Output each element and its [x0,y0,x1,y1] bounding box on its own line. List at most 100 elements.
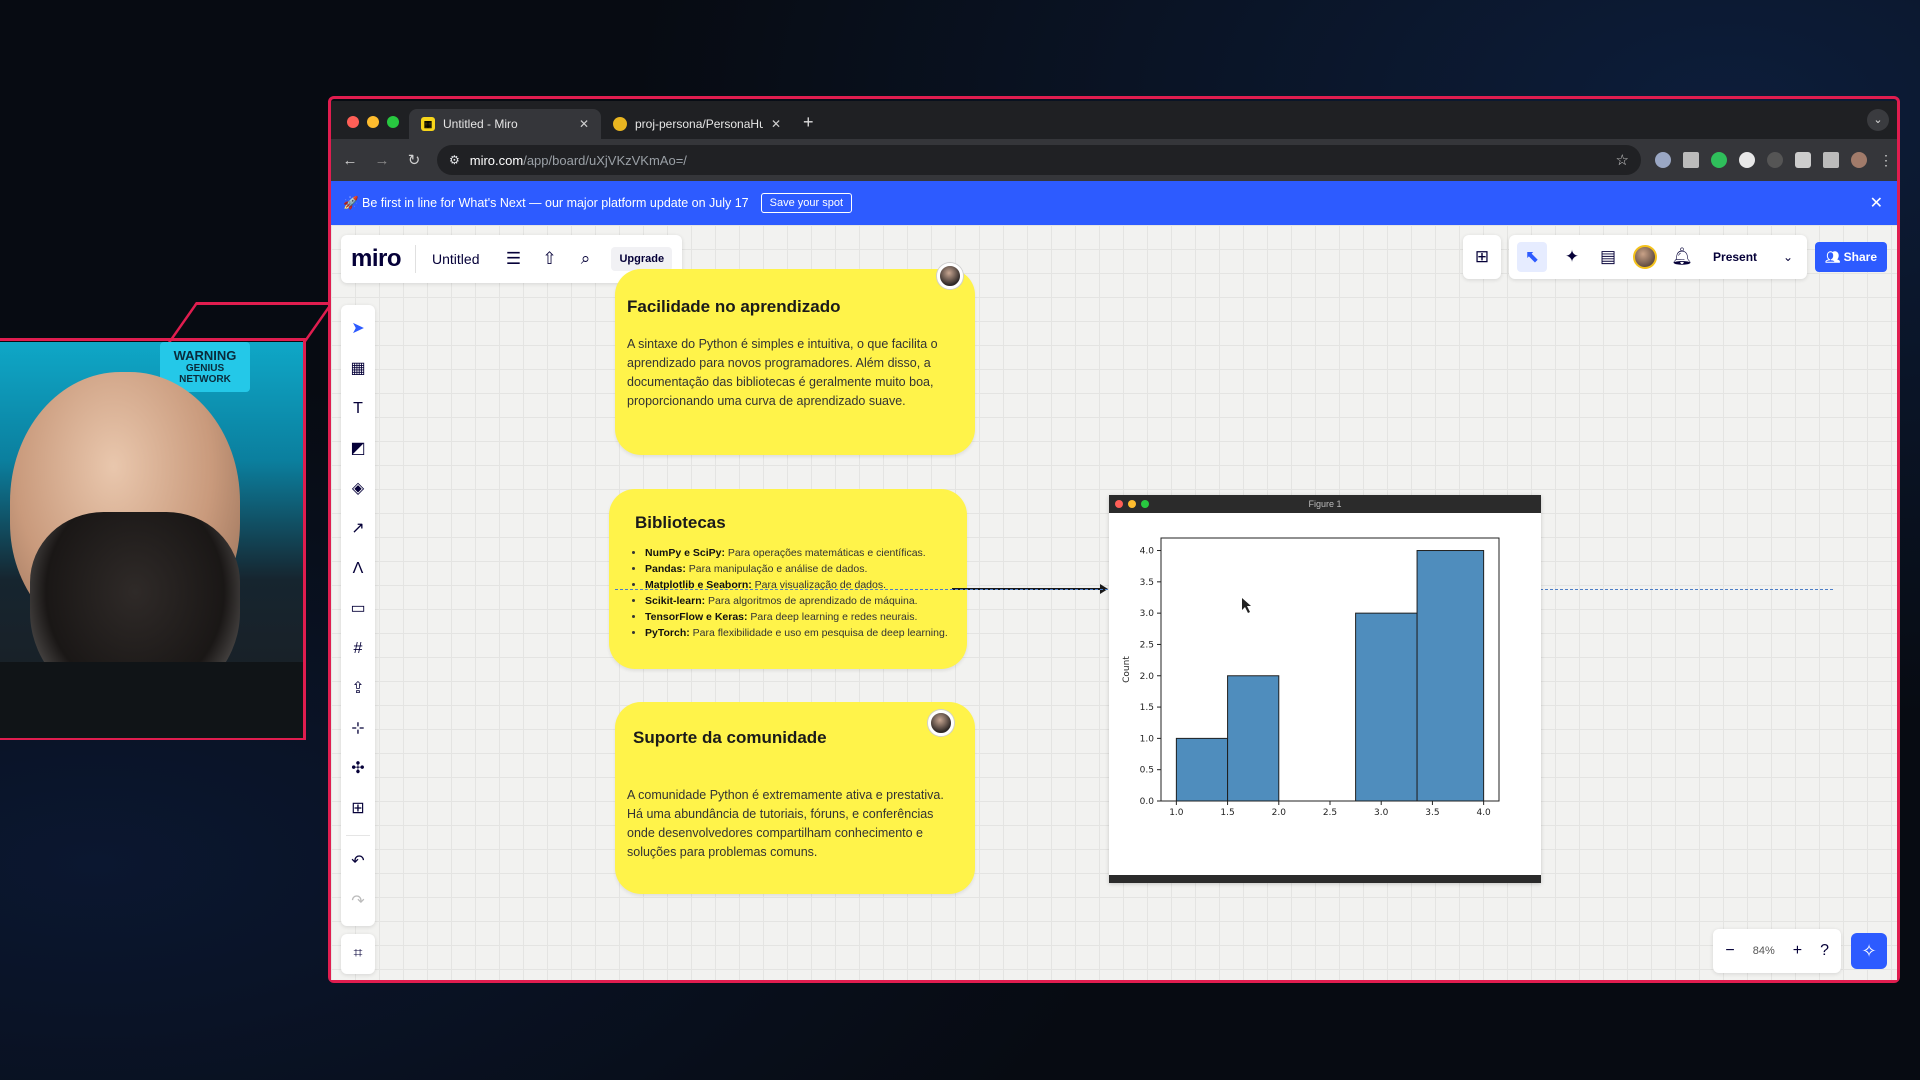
hamburger-menu-icon[interactable]: ☰ [505,249,522,268]
x-tick-label: 2.0 [1272,808,1287,818]
list-item: TensorFlow e Keras: Para deep learning e… [645,609,949,625]
maximize-window-button[interactable] [387,116,399,128]
browser-window: ▦ Untitled - Miro ✕ proj-persona/Persona… [331,101,1897,980]
upgrade-button[interactable]: Upgrade [611,247,673,271]
upload-icon[interactable]: ⇪ [351,680,365,697]
present-button[interactable]: Present [1713,250,1758,264]
frames-panel-icon[interactable]: ⌗ [341,934,375,974]
url-host: miro.com [469,152,524,168]
mind-map-icon[interactable]: ✣ [351,760,365,777]
webcam-sign: WARNING GENIUS NETWORK [160,342,250,392]
webcam-frame [0,338,306,740]
puzzle-extensions-icon[interactable] [1795,152,1811,168]
forward-icon[interactable]: → [374,151,390,169]
diagram-icon[interactable]: ⊹ [351,720,365,737]
huggingface-favicon-icon [613,117,627,131]
address-bar-row: ← → ↻ ⚙ miro.com/app/board/uXjVKzVKmAo=/… [331,139,1897,181]
board-name[interactable]: Untitled [432,251,480,267]
more-apps-icon[interactable]: ⊞ [351,800,365,817]
save-spot-button[interactable]: Save your spot [760,193,852,213]
minimize-window-button[interactable] [367,116,379,128]
board-canvas[interactable]: miro Untitled ☰ ⇧ ⌕ Upgrade ⊞ ⬉ ✦ ▤ 🔔︎ P… [331,225,1897,980]
export-icon[interactable]: ⇧ [542,249,557,268]
pen-icon[interactable]: Λ [352,560,364,577]
maximize-dot[interactable] [1141,500,1149,508]
minimize-dot[interactable] [1128,500,1136,508]
y-tick-label: 2.0 [1140,672,1155,682]
close-dot[interactable] [1115,500,1123,508]
shapes-icon[interactable]: ◈ [351,480,365,497]
avatar[interactable] [1633,245,1658,269]
miro-logo[interactable]: miro [351,245,417,273]
chevron-down-icon[interactable]: ⌄ [1783,250,1794,264]
undo-icon[interactable]: ↶ [351,853,365,870]
tab-search-chevron-icon[interactable]: ⌄ [1867,109,1889,131]
apps-icon[interactable]: ⊞ [1474,247,1490,266]
tab-personahub[interactable]: proj-persona/PersonaHub · D ✕ [601,109,793,139]
webcam-sign-line3: NETWORK [179,374,231,385]
search-icon[interactable]: ⌕ [580,249,591,268]
y-axis-label: Count [1122,656,1132,683]
comments-icon[interactable]: ▤ [1600,247,1617,266]
webcam-video: WARNING GENIUS NETWORK [0,342,303,738]
ai-assist-icon[interactable]: ✧ [1851,933,1887,969]
bookmark-star-icon[interactable]: ☆ [1615,152,1629,169]
reload-icon[interactable]: ↻ [407,152,421,169]
x-tick-label: 1.5 [1220,808,1234,818]
close-tab-icon[interactable]: ✕ [578,117,589,131]
comment-icon[interactable]: ▭ [350,600,366,617]
sticky-title: Facilidade no aprendizado [627,297,841,316]
collab-toolbar: ⊞ ⬉ ✦ ▤ 🔔︎ Present ⌄ 👥︎ Share [1463,235,1887,279]
figure-toolbar [1109,875,1541,883]
figure-window[interactable]: Figure 1 1.0 1.5 2.0 2.5 3.0 3.5 4.0 0.0 0.5 1.0 1… [1109,495,1541,883]
presenter-shirt [0,662,303,738]
close-window-button[interactable] [347,116,359,128]
y-tick-label: 3.5 [1140,578,1154,588]
templates-icon[interactable]: ▦ [350,360,366,377]
sticky-note-icon[interactable]: ◩ [350,440,366,457]
cursor-select-icon[interactable]: ⬉ [1517,242,1548,272]
extension-icon[interactable] [1767,152,1783,168]
x-tick-label: 2.5 [1323,808,1337,818]
sticky-facilidade[interactable]: Facilidade no aprendizado A sintaxe do P… [615,263,975,455]
tab-miro[interactable]: ▦ Untitled - Miro ✕ [409,109,601,139]
select-tool-icon[interactable]: ➤ [351,320,365,337]
zoom-level[interactable]: 84% [1752,945,1775,957]
author-avatar [937,263,963,289]
miro-favicon-icon: ▦ [421,117,435,131]
back-icon[interactable]: ← [342,151,358,169]
extension-icon[interactable] [1655,152,1671,168]
sticky-body: A comunidade Python é extremamente ativa… [627,788,944,859]
help-icon[interactable]: ? [1820,942,1829,959]
screen-share-frame [328,96,1900,983]
media-icon[interactable] [1823,152,1839,168]
site-info-icon[interactable]: ⚙ [449,153,460,167]
zoom-in-icon[interactable]: + [1792,942,1803,959]
left-toolbar: ➤ ▦ T ◩ ◈ ↗ Λ ▭ # ⇪ ⊹ ✣ ⊞ ↶ ↷ [341,305,375,926]
close-tab-icon[interactable]: ✕ [770,117,781,131]
close-banner-icon[interactable]: ✕ [1869,195,1883,212]
reactions-icon[interactable]: ✦ [1564,247,1580,266]
frame-icon[interactable]: # [353,640,363,657]
redo-icon[interactable]: ↷ [351,893,365,910]
connection-line-icon[interactable]: ↗ [351,520,365,537]
extension-icon[interactable] [1739,152,1755,168]
green-extension-icon[interactable] [1711,152,1727,168]
new-tab-icon[interactable]: + [803,112,814,132]
zoom-controls: − 84% + ? [1713,929,1841,973]
text-tool-icon[interactable]: T [353,400,363,417]
url-field[interactable]: ⚙ miro.com/app/board/uXjVKzVKmAo=/ ☆ [437,145,1641,175]
histogram-chart: 1.0 1.5 2.0 2.5 3.0 3.5 4.0 0.0 0.5 1.0 1.5 2.0 2.5 3… [1122,537,1500,818]
author-avatar [928,710,954,736]
figure-titlebar: Figure 1 [1109,495,1541,513]
profile-avatar-icon[interactable] [1851,152,1867,168]
bell-icon[interactable]: 🔔︎ [1671,247,1693,266]
list-item: Pandas: Para manipulação e análise de da… [645,561,949,577]
pen-extension-icon[interactable] [1683,152,1699,168]
zoom-out-icon[interactable]: − [1725,942,1735,959]
sticky-suporte[interactable]: Suporte da comunidade A comunidade Pytho… [615,702,975,894]
webcam-sign-line1: WARNING [173,348,237,363]
share-button[interactable]: 👥︎ Share [1815,242,1887,272]
sticky-bibliotecas[interactable]: Bibliotecas NumPy e SciPy: Para operaçõe… [609,489,967,669]
menu-dots-icon[interactable]: ⋮ [1879,152,1893,168]
